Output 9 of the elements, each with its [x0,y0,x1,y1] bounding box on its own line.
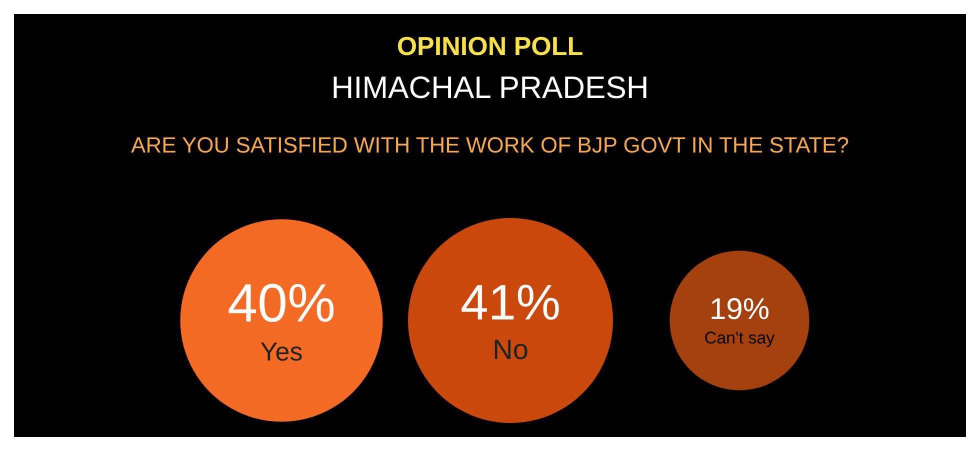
data-label: 40% [227,274,336,334]
category-label: Yes [260,336,303,367]
category-label: No [492,334,528,365]
category-label: Can't say [704,328,776,348]
text: OPINION POLL [396,31,584,61]
text: ARE YOU SATISFIED WITH THE WORK OF BJP GOVT IN THE STATE? [131,132,849,158]
text: HIMACHAL PRADESH [331,70,649,105]
data-label: 41% [460,274,561,330]
data-label: 19% [709,292,770,326]
